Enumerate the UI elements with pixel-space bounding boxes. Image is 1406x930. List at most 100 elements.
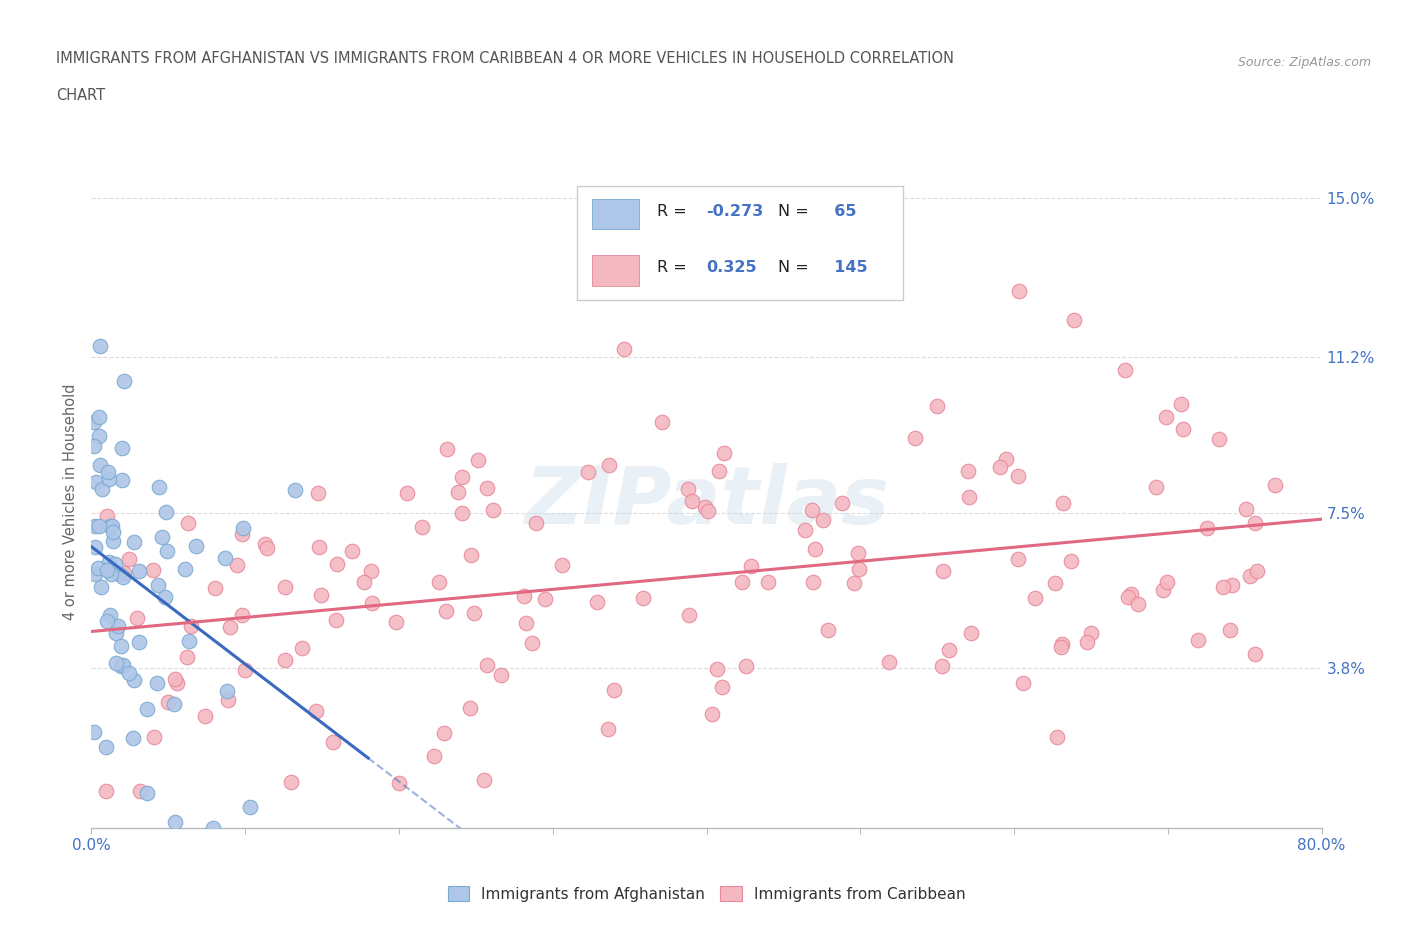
Point — [108, 566, 131, 581]
Point — [274, 652, 297, 667]
Point — [291, 641, 314, 656]
Point — [1050, 640, 1073, 655]
Point — [322, 734, 344, 749]
Point — [458, 700, 481, 715]
Point — [155, 504, 177, 519]
Point — [1007, 469, 1029, 484]
Point — [177, 516, 200, 531]
Point — [94, 784, 117, 799]
Point — [450, 470, 472, 485]
Point — [551, 557, 574, 572]
Point — [631, 591, 654, 605]
Point — [696, 503, 718, 518]
Point — [100, 518, 122, 533]
Point — [740, 559, 762, 574]
Point — [1008, 284, 1031, 299]
Point — [603, 682, 626, 697]
Point — [678, 608, 700, 623]
Point — [87, 519, 110, 534]
Point — [118, 551, 141, 566]
Point — [877, 654, 900, 669]
Point — [1012, 676, 1035, 691]
Point — [1116, 590, 1139, 604]
Point — [1156, 575, 1178, 590]
Point — [173, 562, 195, 577]
Point — [831, 496, 853, 511]
Point — [576, 465, 599, 480]
Point — [142, 563, 165, 578]
Point — [651, 415, 673, 430]
Point — [112, 374, 135, 389]
Point — [988, 459, 1011, 474]
Point — [360, 564, 382, 578]
Point — [713, 445, 735, 460]
Point — [326, 557, 349, 572]
Point — [307, 486, 329, 501]
Point — [84, 474, 107, 489]
Point — [800, 502, 823, 517]
Point — [804, 541, 827, 556]
Point — [388, 776, 411, 790]
Point — [96, 563, 118, 578]
Bar — [592, 199, 638, 229]
Point — [101, 534, 124, 549]
Point — [681, 493, 703, 508]
Text: CHART: CHART — [56, 88, 105, 103]
Point — [98, 607, 121, 622]
Point — [700, 707, 723, 722]
Point — [90, 579, 112, 594]
Point — [472, 773, 495, 788]
Point — [177, 634, 200, 649]
Point — [83, 415, 105, 430]
Point — [1126, 597, 1149, 612]
Point — [156, 544, 179, 559]
Point — [89, 458, 111, 472]
Point — [711, 680, 734, 695]
Point — [239, 799, 262, 814]
Point — [1063, 312, 1085, 327]
Point — [308, 539, 330, 554]
Point — [107, 618, 129, 633]
Point — [1046, 729, 1069, 744]
Point — [122, 535, 145, 550]
Point — [1243, 515, 1265, 530]
Point — [148, 480, 170, 495]
Point — [176, 650, 198, 665]
Point — [311, 588, 333, 603]
Point — [111, 472, 134, 487]
Point — [706, 661, 728, 676]
Point — [226, 558, 249, 573]
Point — [340, 543, 363, 558]
Point — [960, 626, 983, 641]
Text: 145: 145 — [824, 260, 868, 275]
Point — [1152, 583, 1174, 598]
Point — [534, 591, 557, 606]
Point — [89, 429, 111, 444]
Point — [122, 672, 145, 687]
Point — [411, 520, 433, 535]
Text: IMMIGRANTS FROM AFGHANISTAN VS IMMIGRANTS FROM CARIBBEAN 4 OR MORE VEHICLES IN H: IMMIGRANTS FROM AFGHANISTAN VS IMMIGRANT… — [56, 51, 955, 66]
Point — [491, 668, 513, 683]
Point — [731, 575, 754, 590]
Point — [193, 709, 215, 724]
Point — [811, 512, 834, 527]
Text: 65: 65 — [824, 204, 856, 219]
Point — [84, 566, 107, 581]
Point — [756, 575, 779, 590]
Point — [146, 578, 169, 592]
Point — [101, 525, 124, 539]
Point — [734, 658, 756, 673]
Point — [1171, 421, 1194, 436]
Point — [427, 574, 450, 589]
Point — [385, 615, 408, 630]
Point — [157, 695, 180, 710]
Point — [801, 575, 824, 590]
Point — [122, 730, 145, 745]
Point — [598, 722, 620, 737]
Point — [83, 439, 105, 454]
Point — [163, 815, 186, 830]
Point — [97, 472, 120, 486]
Point — [215, 684, 238, 698]
Point — [325, 612, 347, 627]
Point — [217, 692, 239, 707]
